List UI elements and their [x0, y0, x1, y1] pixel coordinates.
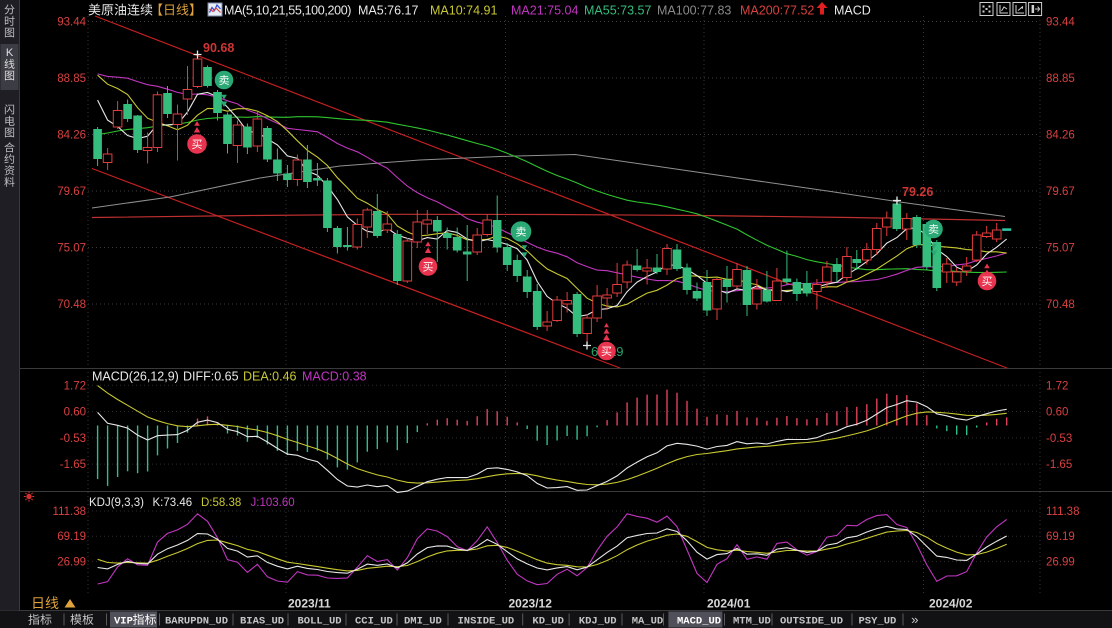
svg-text:70.48: 70.48: [1046, 299, 1075, 311]
svg-text:93.44: 93.44: [57, 17, 86, 29]
svg-text:111.38: 111.38: [1046, 506, 1079, 518]
svg-text:2023/12: 2023/12: [509, 597, 553, 611]
svg-text:DEA:0.46: DEA:0.46: [243, 370, 297, 384]
svg-text:79.26: 79.26: [902, 185, 933, 199]
svg-text:BARUPDN_UD: BARUPDN_UD: [165, 616, 228, 628]
svg-text:MA5:76.17: MA5:76.17: [358, 4, 419, 18]
svg-text:69.19: 69.19: [57, 531, 86, 543]
svg-text:2024/01: 2024/01: [707, 597, 751, 611]
svg-text:BIAS_UD: BIAS_UD: [240, 616, 284, 628]
svg-text:MA10:74.91: MA10:74.91: [430, 4, 497, 18]
svg-text:26.99: 26.99: [1046, 556, 1075, 568]
svg-text:2024/02: 2024/02: [929, 597, 973, 611]
svg-text:75.07: 75.07: [1046, 243, 1075, 255]
svg-text:BOLL_UD: BOLL_UD: [298, 616, 342, 628]
svg-text:KD_UD: KD_UD: [532, 616, 564, 628]
svg-text:0.60: 0.60: [1046, 407, 1068, 419]
svg-text:MA100:77.83: MA100:77.83: [657, 4, 731, 18]
svg-text:VIP: VIP: [114, 616, 133, 628]
svg-text:»: »: [911, 613, 919, 628]
svg-text:DMI_UD: DMI_UD: [404, 616, 442, 628]
svg-text:MA_UD: MA_UD: [632, 616, 664, 628]
svg-text:26.99: 26.99: [57, 556, 86, 568]
svg-text:MACD:0.38: MACD:0.38: [302, 370, 367, 384]
svg-text:1.72: 1.72: [1046, 380, 1068, 392]
svg-text:MA21:75.04: MA21:75.04: [511, 4, 578, 18]
svg-text:K:73.46: K:73.46: [153, 497, 193, 509]
svg-text:2023/11: 2023/11: [288, 597, 331, 611]
svg-text:D:58.38: D:58.38: [201, 497, 241, 509]
svg-text:84.26: 84.26: [1046, 130, 1075, 142]
svg-text:KDJ(9,3,3): KDJ(9,3,3): [89, 497, 144, 509]
svg-text:90.68: 90.68: [203, 41, 234, 55]
svg-text:MA55:73.57: MA55:73.57: [584, 4, 651, 18]
svg-text:MA(5,10,21,55,100,200): MA(5,10,21,55,100,200): [224, 4, 351, 18]
svg-text:-1.65: -1.65: [1046, 459, 1072, 471]
svg-text:MACD_UD: MACD_UD: [677, 616, 721, 628]
svg-text:MACD(26,12,9): MACD(26,12,9): [92, 370, 179, 384]
svg-text:79.67: 79.67: [1046, 186, 1075, 198]
svg-text:1.72: 1.72: [64, 380, 86, 392]
svg-text:DIFF:0.65: DIFF:0.65: [183, 370, 239, 384]
svg-text:79.67: 79.67: [57, 186, 86, 198]
svg-text:70.48: 70.48: [57, 299, 86, 311]
svg-text:-1.65: -1.65: [60, 459, 86, 471]
svg-text:84.26: 84.26: [57, 130, 86, 142]
svg-text:J:103.60: J:103.60: [251, 497, 295, 509]
svg-text:0.60: 0.60: [64, 407, 86, 419]
svg-text:KDJ_UD: KDJ_UD: [579, 616, 617, 628]
svg-text:MTM_UD: MTM_UD: [733, 616, 771, 628]
svg-text:MACD: MACD: [834, 4, 871, 18]
svg-text:88.85: 88.85: [57, 73, 86, 85]
svg-text:88.85: 88.85: [1046, 73, 1075, 85]
svg-text:MA200:77.52: MA200:77.52: [740, 4, 814, 18]
svg-text:111.38: 111.38: [53, 506, 86, 518]
svg-text:69.19: 69.19: [1046, 531, 1075, 543]
svg-text:PSY_UD: PSY_UD: [859, 616, 897, 628]
svg-text:OUTSIDE_UD: OUTSIDE_UD: [780, 616, 843, 628]
svg-text:-0.53: -0.53: [60, 433, 86, 445]
svg-text:K: K: [6, 47, 14, 59]
svg-text:INSIDE_UD: INSIDE_UD: [458, 616, 515, 628]
svg-text:-0.53: -0.53: [1046, 433, 1072, 445]
svg-text:75.07: 75.07: [57, 243, 86, 255]
svg-text:93.44: 93.44: [1046, 17, 1075, 29]
svg-text:CCI_UD: CCI_UD: [355, 616, 393, 628]
